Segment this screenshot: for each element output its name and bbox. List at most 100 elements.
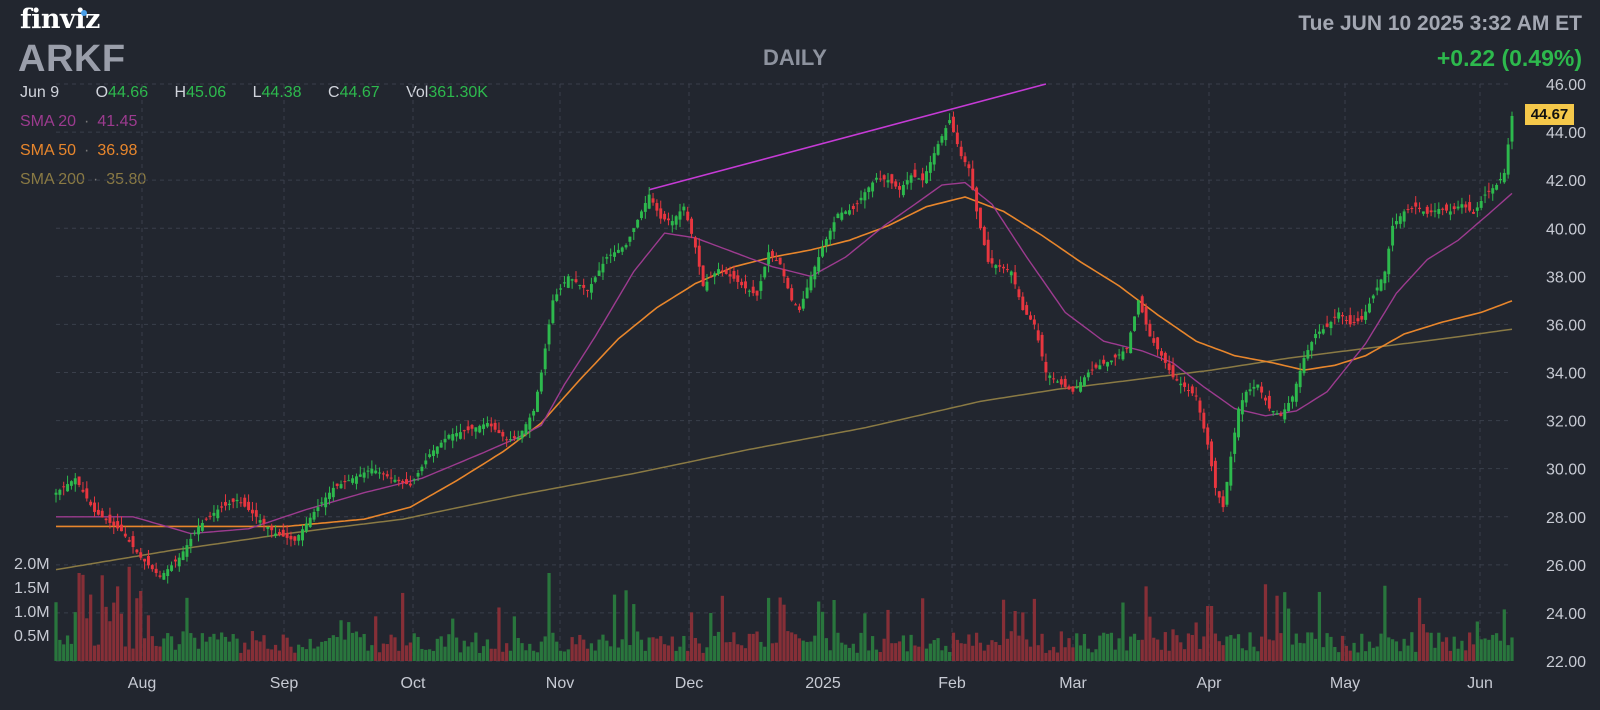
candle-body	[478, 425, 482, 433]
volume-bar	[1421, 624, 1426, 661]
volume-bar	[601, 634, 605, 661]
candle-body	[1271, 410, 1275, 413]
legend-sma200[interactable]: SMA 200 · 35.80	[20, 171, 147, 188]
volume-bar	[1310, 632, 1314, 661]
volume-bar	[1286, 608, 1291, 661]
candle-body	[532, 410, 536, 416]
volume-bar	[1429, 632, 1433, 661]
candle-body	[1109, 360, 1113, 363]
candle-body	[944, 128, 948, 141]
candle-body	[200, 523, 204, 531]
volume-bar	[497, 607, 501, 661]
candle-body	[347, 480, 351, 482]
candle-body	[1075, 386, 1079, 389]
candle-body	[840, 212, 844, 220]
candle-body	[378, 472, 382, 474]
y-tick-label: 46.00	[1546, 77, 1586, 94]
candle-body	[162, 573, 166, 580]
candle-body	[589, 284, 593, 293]
candle-body	[786, 277, 790, 289]
volume-bar	[828, 650, 832, 661]
volume-bar	[1194, 622, 1198, 661]
volume-bar	[435, 638, 439, 661]
legend-sma20[interactable]: SMA 20 · 41.45	[20, 113, 138, 130]
volume-bar	[666, 645, 671, 661]
candle-body	[570, 279, 574, 281]
volume-bar	[154, 645, 158, 661]
candle-body	[235, 499, 239, 502]
y-tick-label: 24.00	[1546, 606, 1586, 623]
ohlc-date: Jun 9	[20, 84, 60, 101]
candle-body	[274, 533, 278, 536]
y-tick-label: 26.00	[1546, 558, 1586, 575]
candle-body	[659, 208, 663, 219]
candle-body	[801, 298, 805, 309]
finviz-logo[interactable]: finviz	[20, 4, 100, 35]
candle-body	[1029, 315, 1032, 320]
volume-bar	[173, 649, 178, 661]
volume-bar	[1402, 638, 1406, 661]
candle-body	[304, 523, 308, 532]
volume-bar	[1379, 633, 1383, 661]
candle-body	[331, 487, 335, 498]
candle-body	[797, 306, 801, 310]
candle-body	[670, 221, 674, 226]
candle-body	[1225, 481, 1229, 505]
candle-body	[1398, 216, 1402, 224]
volume-bar	[620, 639, 624, 661]
candle-body	[913, 169, 917, 177]
volume-bar	[1136, 639, 1140, 661]
volume-bar	[1144, 586, 1148, 661]
candle-body	[713, 273, 717, 277]
candle-body	[1290, 396, 1294, 402]
volume-bar	[1121, 602, 1125, 661]
volume-bar	[1171, 629, 1175, 661]
volume-bar	[874, 649, 879, 661]
volume-bar	[1117, 638, 1121, 661]
volume-bar	[1048, 650, 1052, 661]
volume-bar	[1325, 633, 1329, 661]
candle-body	[751, 286, 755, 294]
candle-body	[886, 180, 890, 183]
candle-body	[112, 521, 116, 526]
volume-bar	[524, 650, 528, 661]
volume-bar	[447, 634, 451, 661]
candle-body	[967, 164, 971, 169]
candle-body	[324, 497, 328, 508]
candle-body	[828, 230, 832, 240]
volume-bar	[1067, 638, 1071, 661]
volume-bar	[285, 637, 289, 661]
candle-body	[693, 237, 697, 248]
candle-body	[1279, 414, 1283, 416]
volume-bar	[878, 652, 882, 661]
candle-body	[1079, 382, 1083, 392]
candle-body	[1025, 305, 1029, 315]
volume-bar	[847, 647, 852, 661]
candle-body	[1102, 359, 1106, 364]
volume-bar	[208, 636, 212, 661]
volume-bar	[200, 633, 204, 661]
candle-body	[1433, 210, 1437, 212]
volume-bar	[1294, 633, 1298, 661]
candle-body	[420, 466, 424, 472]
candle-body	[397, 479, 401, 482]
candle-body	[374, 470, 378, 474]
y-tick-label: 30.00	[1546, 462, 1586, 479]
candle-body	[882, 175, 886, 180]
volume-bar	[628, 645, 632, 661]
volume-bar	[1267, 639, 1271, 661]
candle-body	[817, 257, 821, 272]
candle-body	[1421, 211, 1425, 214]
candle-body	[1379, 279, 1383, 291]
volume-bar	[1044, 652, 1048, 661]
chart-period[interactable]: DAILY	[763, 45, 827, 70]
legend-sma50[interactable]: SMA 50 · 36.98	[20, 142, 138, 159]
volume-bar	[374, 616, 378, 661]
volume-bar	[924, 648, 929, 661]
volume-bar	[870, 636, 875, 661]
candle-body	[482, 424, 486, 429]
volume-bar	[948, 652, 952, 661]
candle-body	[1425, 206, 1429, 214]
volume-bar	[897, 641, 902, 661]
